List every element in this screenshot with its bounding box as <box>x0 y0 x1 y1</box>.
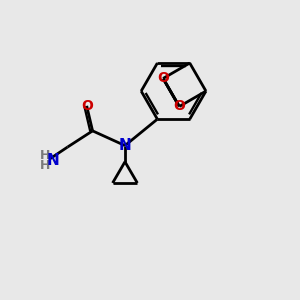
Text: H: H <box>40 159 51 172</box>
Text: N: N <box>118 138 131 153</box>
Text: O: O <box>81 99 93 113</box>
Text: O: O <box>173 100 185 113</box>
Text: H: H <box>40 148 51 161</box>
Text: N: N <box>46 153 59 168</box>
Text: O: O <box>157 71 169 85</box>
